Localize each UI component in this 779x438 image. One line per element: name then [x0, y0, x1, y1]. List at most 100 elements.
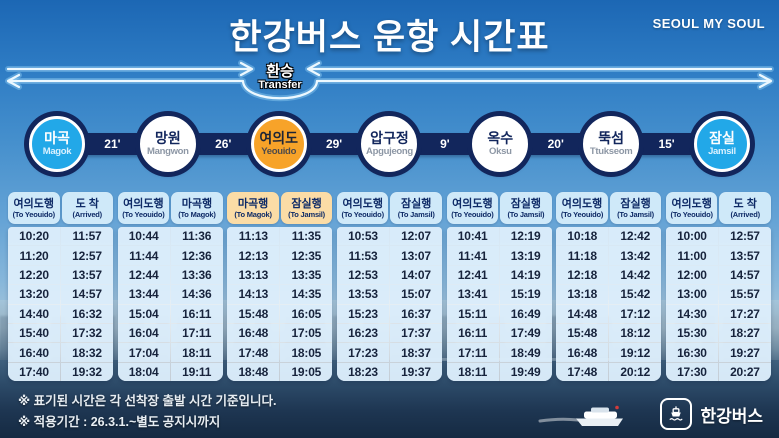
time-row: 10:18 12:42 — [556, 227, 662, 246]
transfer-arrows-diagram — [5, 60, 774, 102]
time-row: 12:18 14:42 — [556, 265, 662, 285]
time-row: 16:04 17:11 — [117, 323, 223, 343]
time-cell: 16:30 — [665, 343, 718, 362]
time-row: 10:53 12:07 — [336, 227, 442, 246]
time-cell: 14:19 — [499, 265, 552, 285]
time-cell: 14:57 — [61, 285, 113, 304]
time-cell: 17:30 — [665, 362, 718, 382]
time-cell: 15:11 — [446, 304, 499, 323]
time-cell: 13:41 — [446, 285, 499, 304]
timetable-columns: 여의도행 (To Yeouido) 도 착 (Arrived) 10:20 11:57 11… — [8, 192, 771, 382]
time-row: 17:48 18:05 — [227, 343, 333, 362]
time-row: 12:44 13:36 — [117, 265, 223, 285]
time-cell: 11:20 — [8, 246, 60, 265]
time-cell: 12:07 — [389, 227, 442, 246]
time-row: 14:30 17:27 — [665, 304, 771, 323]
timetable-ttukseom: 여의도행 (To Yeouido) 잠실행 (To Jamsil) 10:18 12:42… — [556, 192, 662, 382]
column-header: 도 착 (Arrived) — [719, 192, 771, 224]
time-cell: 17:23 — [336, 343, 389, 362]
time-row: 14:13 14:35 — [227, 285, 333, 304]
time-cell: 11:35 — [280, 227, 333, 246]
time-cell: 12:57 — [61, 246, 113, 265]
time-cell: 19:37 — [389, 362, 442, 382]
hangang-bus-logo: 한강버스 — [660, 398, 763, 430]
column-header: 잠실행 (To Jamsil) — [390, 192, 442, 224]
arrow-to-transfer-right — [306, 61, 773, 77]
station-ttukseom: 뚝섬 Ttukseom — [583, 116, 640, 172]
time-cell: 19:05 — [280, 362, 333, 382]
time-cell: 19:11 — [170, 362, 223, 382]
time-row: 11:44 12:36 — [117, 246, 223, 265]
time-row: 18:04 19:11 — [117, 362, 223, 382]
time-row: 12:41 14:19 — [446, 265, 552, 285]
time-cell: 19:32 — [61, 362, 113, 382]
time-cell: 18:05 — [280, 343, 333, 362]
column-header-ko: 도 착 — [75, 197, 99, 210]
column-header-ko: 여의도행 — [342, 197, 383, 210]
timetable-body: 10:44 11:36 11:44 12:36 12:44 13:36 13:44 14:36… — [117, 227, 223, 382]
time-cell: 12:36 — [170, 246, 223, 265]
time-row: 17:11 18:49 — [446, 343, 552, 362]
column-header: 잠실행 (To Jamsil) — [609, 192, 662, 224]
time-cell: 13:00 — [665, 285, 718, 304]
time-cell: 10:53 — [336, 227, 389, 246]
time-cell: 12:44 — [117, 265, 170, 285]
time-cell: 15:48 — [227, 304, 280, 323]
time-cell: 11:44 — [117, 246, 170, 265]
time-cell: 14:40 — [8, 304, 60, 323]
timetable-header-row: 여의도행 (To Yeouido) 도 착 (Arrived) — [665, 192, 771, 224]
station-name-en: Jamsil — [708, 146, 736, 157]
time-row: 16:23 17:37 — [336, 323, 442, 343]
column-header-ko: 도 착 — [733, 197, 757, 210]
time-cell: 18:32 — [61, 343, 113, 362]
station-magok: 마곡 Magok — [29, 116, 85, 172]
time-row: 13:44 14:36 — [117, 285, 223, 304]
time-cell: 12:41 — [446, 265, 499, 285]
time-cell: 16:48 — [227, 323, 280, 343]
time-cell: 15:23 — [336, 304, 389, 323]
time-row: 13:53 15:07 — [336, 285, 442, 304]
ferry-icon — [660, 398, 693, 430]
station-name-ko: 잠실 — [709, 130, 735, 146]
time-cell: 12:18 — [556, 265, 609, 285]
time-row: 15:48 18:12 — [556, 323, 662, 343]
footnote-line: ※ 적용기간 : 26.3.1.~별도 공지시까지 — [18, 415, 221, 429]
station-name-en: Yeouido — [261, 146, 297, 157]
time-row: 17:23 18:37 — [336, 343, 442, 362]
time-cell: 16:37 — [389, 304, 442, 323]
time-row: 14:48 17:12 — [556, 304, 662, 323]
time-cell: 12:13 — [227, 246, 280, 265]
route-map: 마곡 Magok 망원 Mangwon 여의도 Yeouido 압구정 Apgujeong 옥수… — [0, 112, 779, 182]
station-name-ko: 압구정 — [370, 130, 409, 146]
time-row: 18:11 19:49 — [446, 362, 552, 382]
station-mangwon: 망원 Mangwon — [139, 116, 196, 172]
time-cell: 13:20 — [8, 285, 60, 304]
timetable-oksu: 여의도행 (To Yeouido) 잠실행 (To Jamsil) 10:41 12:19… — [446, 192, 552, 382]
travel-time: 29' — [325, 137, 343, 151]
time-cell: 14:57 — [718, 265, 771, 285]
time-cell: 15:40 — [8, 323, 60, 343]
timetable-header-row: 여의도행 (To Yeouido) 잠실행 (To Jamsil) — [556, 192, 662, 224]
column-header: 마곡행 (To Magok) — [171, 192, 223, 224]
column-header: 여의도행 (To Yeouido) — [117, 192, 170, 224]
time-cell: 20:27 — [718, 362, 771, 382]
time-cell: 15:19 — [499, 285, 552, 304]
time-cell: 17:32 — [61, 323, 113, 343]
travel-time: 9' — [440, 137, 450, 151]
column-header-en: (To Yeouido) — [122, 209, 165, 219]
seoul-my-soul-logo: SEOUL MY SOUL — [652, 16, 765, 31]
station-yeouido: 여의도 Yeouido — [250, 116, 307, 172]
time-row: 11:13 11:35 — [227, 227, 333, 246]
column-header-en: (Arrived) — [730, 209, 760, 219]
travel-time: 21' — [104, 137, 121, 151]
column-header-ko: 여의도행 — [452, 197, 493, 210]
column-header-en: (To Yeouido) — [670, 209, 714, 219]
travel-time: 20' — [547, 137, 564, 151]
time-cell: 12:20 — [8, 265, 60, 285]
time-row: 17:30 20:27 — [665, 362, 771, 382]
travel-time: 15' — [658, 137, 675, 151]
column-header: 여의도행 (To Yeouido) — [8, 192, 60, 224]
time-cell: 13:44 — [117, 285, 170, 304]
time-cell: 10:41 — [446, 227, 499, 246]
time-row: 12:13 12:35 — [227, 246, 333, 265]
